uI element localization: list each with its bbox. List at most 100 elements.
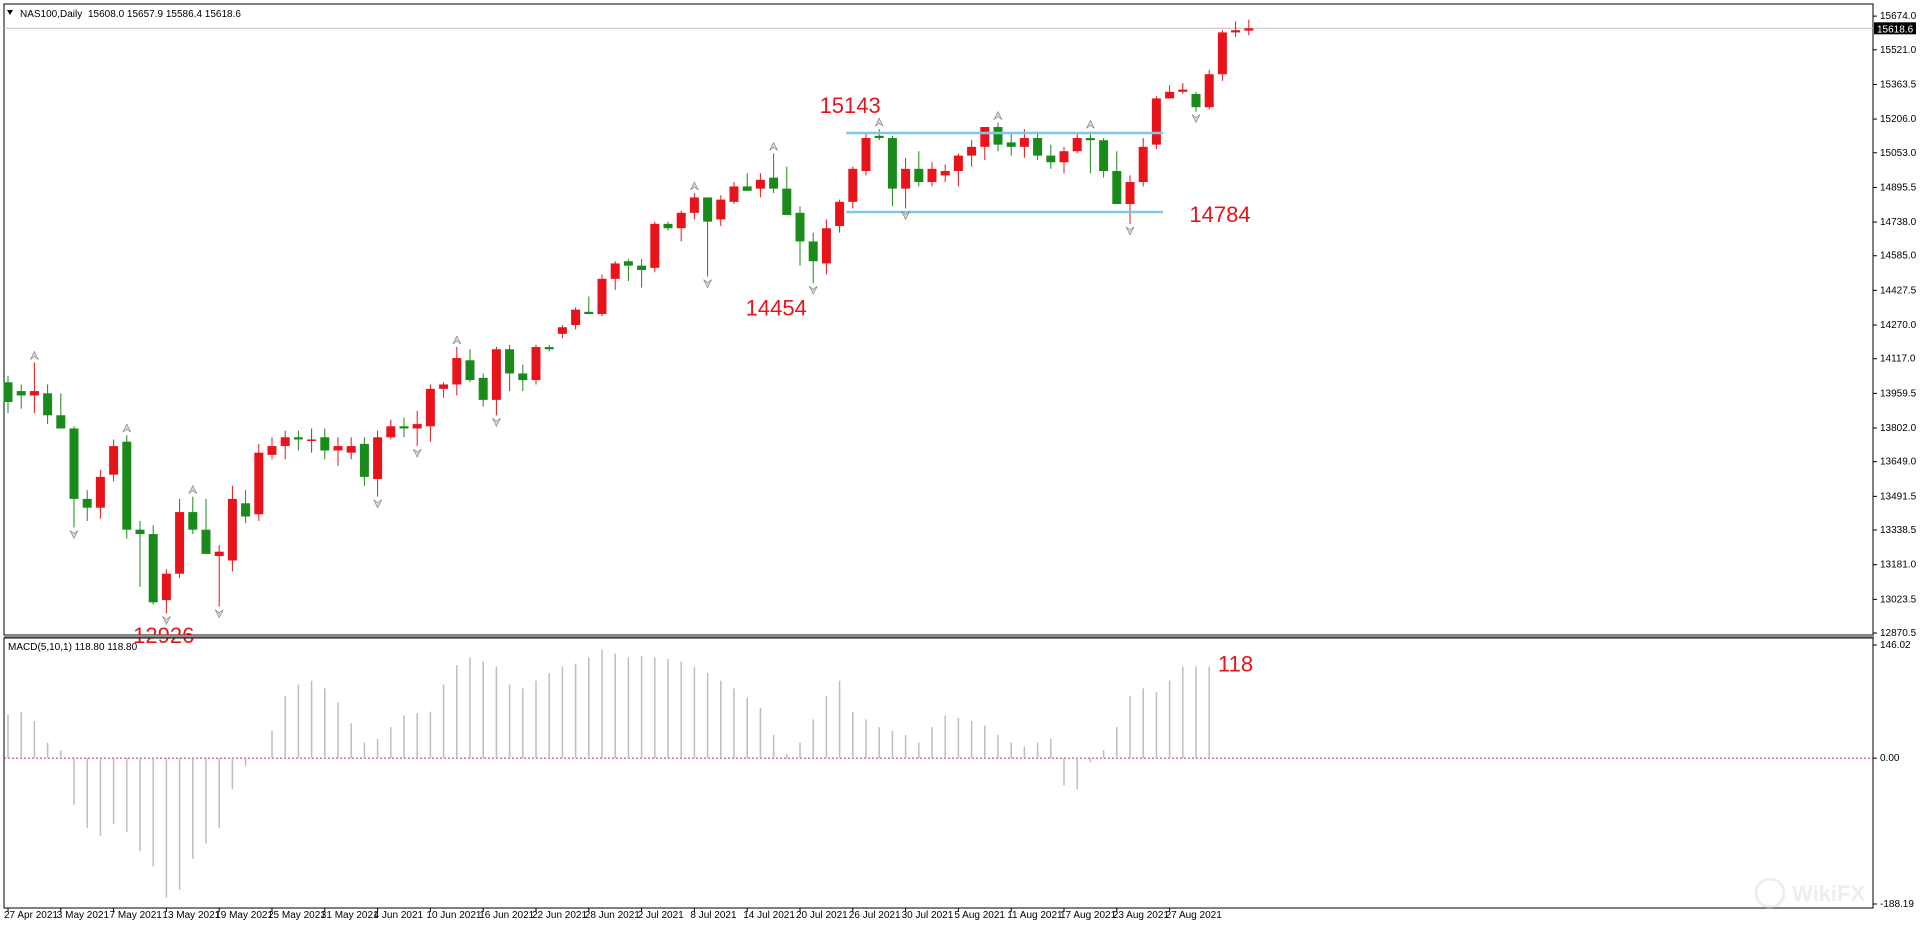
price-panel[interactable]: 15674.0 15521.0 15363.5 15206.0 15053.0 14895…: [3, 3, 1917, 648]
candle: [1085, 131, 1095, 174]
candle: [346, 437, 356, 460]
candle-body: [557, 327, 567, 334]
candle-body: [95, 476, 105, 508]
price-tick-label: 14738.0: [1880, 217, 1917, 228]
date-tick-label: 20 Jul 2021: [796, 910, 848, 921]
candle: [82, 490, 92, 521]
date-tick-label: 13 May 2021: [162, 910, 220, 921]
watermark-text: WikiFX: [1792, 881, 1865, 906]
candle-body: [333, 446, 343, 451]
candle: [214, 545, 224, 607]
current-price-marker: [1874, 22, 1916, 35]
candle: [1099, 138, 1109, 178]
candle: [716, 195, 726, 227]
candle: [914, 151, 924, 187]
candle-body: [729, 186, 739, 202]
date-tick-label: 8 Jul 2021: [690, 910, 737, 921]
chevron-down-icon[interactable]: [7, 10, 13, 15]
candle: [782, 166, 792, 216]
candle: [386, 419, 396, 440]
candle: [742, 173, 752, 191]
price-tick-label: 15206.0: [1880, 114, 1917, 125]
candle-body: [518, 373, 528, 381]
fractal-up-arrow-icon: [122, 423, 132, 433]
candle-body: [1033, 138, 1043, 156]
panel-divider[interactable]: [4, 635, 1874, 638]
candle-body: [927, 168, 937, 183]
candle: [610, 261, 620, 290]
candle: [122, 435, 132, 539]
candle: [584, 296, 594, 315]
candle-body: [82, 498, 92, 508]
candle-body: [571, 309, 581, 326]
candle: [1191, 91, 1201, 112]
candle: [531, 344, 541, 385]
candle-body: [359, 443, 369, 477]
candle: [267, 437, 277, 460]
price-tick-label: 15521.0: [1880, 45, 1917, 56]
candle-body: [782, 188, 792, 216]
candle-body: [531, 347, 541, 381]
candles: [3, 19, 1254, 614]
candle: [795, 206, 805, 266]
macd-tick-label: -188.19: [1880, 899, 1914, 910]
candle-body: [465, 360, 475, 381]
candle-body: [122, 441, 132, 530]
candle-body: [399, 426, 409, 429]
price-tick-label: 14895.5: [1880, 182, 1917, 193]
fractal-up-arrow-icon: [188, 485, 198, 494]
macd-panel[interactable]: MACD(5,10,1) 118.80 118.80 146.02 0.00 -18…: [3, 637, 1914, 910]
macd-panel-frame: [3, 637, 1874, 909]
price-tick-label: 13023.5: [1880, 594, 1917, 605]
header-symbol: NAS100,Daily: [20, 9, 82, 20]
candle-body: [993, 127, 1003, 145]
candle-body: [967, 146, 977, 156]
candle: [412, 410, 422, 447]
candle: [491, 347, 501, 416]
candle-body: [373, 437, 383, 480]
candle-body: [148, 534, 158, 603]
candle: [320, 428, 330, 460]
candle-body: [16, 391, 26, 396]
candle: [1244, 19, 1254, 36]
candle-body: [887, 138, 897, 189]
candle-body: [835, 201, 845, 227]
candle-body: [1006, 142, 1016, 147]
fractal-down-arrow-icon: [901, 211, 910, 221]
candle: [967, 140, 977, 167]
candle: [993, 122, 1003, 152]
candle: [1231, 21, 1241, 37]
candle-body: [293, 437, 303, 440]
candle-body: [43, 393, 53, 416]
candle-body: [584, 311, 594, 315]
current-price-box: 15618.6: [1874, 22, 1916, 35]
current-price-label: 15618.6: [1877, 24, 1914, 35]
candle-body: [307, 439, 317, 441]
candle: [1151, 96, 1161, 150]
candle-body: [3, 382, 13, 403]
watermark: WikiFX: [1754, 877, 1865, 909]
candle-body: [320, 437, 330, 451]
date-tick-label: 14 Jul 2021: [743, 910, 795, 921]
fractal-down-arrow-icon: [214, 609, 224, 619]
candle: [953, 153, 963, 187]
candle: [901, 157, 911, 209]
candle: [425, 384, 435, 442]
macd-tick-label: 146.02: [1880, 640, 1911, 651]
candle: [16, 384, 26, 409]
candle-body: [412, 424, 422, 429]
date-tick-label: 19 May 2021: [215, 910, 273, 921]
candle-body: [161, 573, 171, 601]
date-tick-label: 31 May 2021: [321, 910, 379, 921]
candle: [1165, 85, 1175, 99]
price-tick-label: 14427.5: [1880, 285, 1917, 296]
candle: [201, 498, 211, 554]
candle: [887, 135, 897, 207]
price-tick-label: 15363.5: [1880, 79, 1917, 90]
price-tick-label: 13338.5: [1880, 525, 1917, 536]
candle-body: [623, 261, 633, 266]
candle-body: [1217, 32, 1227, 75]
candle-body: [505, 349, 515, 374]
